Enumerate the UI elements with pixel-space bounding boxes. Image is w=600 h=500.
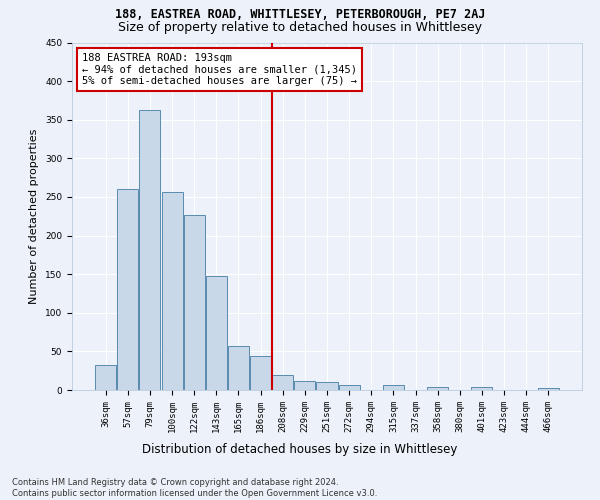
Bar: [316, 382, 338, 390]
Text: 188, EASTREA ROAD, WHITTLESEY, PETERBOROUGH, PE7 2AJ: 188, EASTREA ROAD, WHITTLESEY, PETERBORO…: [115, 8, 485, 20]
Bar: [161, 192, 182, 390]
Bar: [95, 364, 116, 390]
Text: Size of property relative to detached houses in Whittlesey: Size of property relative to detached ho…: [118, 21, 482, 34]
Bar: [184, 216, 205, 390]
Bar: [139, 110, 160, 390]
Bar: [538, 388, 559, 390]
Bar: [472, 387, 493, 390]
Bar: [383, 386, 404, 390]
Y-axis label: Number of detached properties: Number of detached properties: [29, 128, 40, 304]
Bar: [338, 384, 359, 390]
Bar: [295, 380, 316, 390]
Bar: [250, 356, 271, 390]
Bar: [272, 374, 293, 390]
Text: Contains HM Land Registry data © Crown copyright and database right 2024.
Contai: Contains HM Land Registry data © Crown c…: [12, 478, 377, 498]
Text: Distribution of detached houses by size in Whittlesey: Distribution of detached houses by size …: [142, 442, 458, 456]
Bar: [206, 276, 227, 390]
Bar: [118, 189, 139, 390]
Bar: [228, 346, 249, 390]
Bar: [427, 387, 448, 390]
Text: 188 EASTREA ROAD: 193sqm
← 94% of detached houses are smaller (1,345)
5% of semi: 188 EASTREA ROAD: 193sqm ← 94% of detach…: [82, 53, 357, 86]
